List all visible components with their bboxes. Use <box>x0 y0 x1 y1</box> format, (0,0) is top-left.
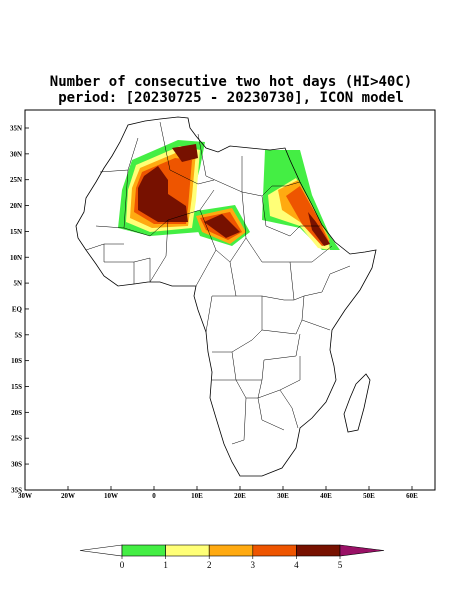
coastlines <box>75 116 377 477</box>
colorbar-label: 3 <box>251 560 256 570</box>
lat-tick-label: 25S <box>11 435 22 443</box>
lat-tick-label: 35S <box>11 486 22 494</box>
axis-ticks: 35N 30N 25N 20N 15N 10N 5N EQ 5S 10S 15S 20S 25S 30S 3… <box>10 125 418 501</box>
lat-tick-label: 5N <box>13 280 22 288</box>
lat-tick-label: 15N <box>10 228 22 236</box>
heat-area <box>204 214 240 238</box>
colorbar-label: 0 <box>120 560 125 570</box>
colorbar-under <box>79 544 123 557</box>
lat-tick-label: 20N <box>10 202 22 210</box>
colorbar-box <box>296 544 341 557</box>
colorbar-label: 2 <box>207 560 212 570</box>
colorbar-over <box>339 544 385 557</box>
lat-tick-label: 10N <box>10 254 22 262</box>
lon-tick-label: 30W <box>18 492 32 500</box>
colorbar-box <box>121 544 166 557</box>
lon-tick-label: 30E <box>277 492 289 500</box>
colorbar-label: 1 <box>163 560 168 570</box>
lon-tick-label: 20E <box>234 492 246 500</box>
africa-outline <box>75 116 377 477</box>
heat-areas <box>118 140 340 250</box>
lon-tick-label: 10E <box>191 492 203 500</box>
lat-tick-label: 20S <box>11 409 22 417</box>
colorbar-box <box>252 544 297 557</box>
lat-tick-label: 15S <box>11 383 22 391</box>
lon-tick-label: 0 <box>152 492 156 500</box>
colorbar: 0 1 2 3 4 5 <box>79 544 385 570</box>
lat-tick-label: 30S <box>11 461 22 469</box>
colorbar-label: 5 <box>338 560 343 570</box>
heat-area <box>172 144 198 162</box>
lon-tick-label: 60E <box>406 492 418 500</box>
lon-tick-label: 50E <box>363 492 375 500</box>
heat-area <box>138 166 188 222</box>
lon-tick-label: 10W <box>104 492 118 500</box>
map-frame <box>24 109 436 491</box>
lat-tick-label: EQ <box>12 305 23 313</box>
lat-tick-label: 10S <box>11 357 22 365</box>
heat-area <box>308 212 330 246</box>
lat-tick-label: 35N <box>10 125 22 133</box>
colorbar-box <box>208 544 254 557</box>
map-subtitle: period: [20230725 - 20230730], ICON mode… <box>58 90 404 106</box>
colorbar-box <box>165 544 210 557</box>
lat-tick-label: 5S <box>15 331 23 339</box>
madagascar <box>343 373 371 433</box>
borders <box>85 121 351 445</box>
lon-tick-label: 20W <box>61 492 75 500</box>
lon-tick-label: 40E <box>320 492 332 500</box>
map-title: Number of consecutive two hot days (HI>4… <box>50 74 412 90</box>
colorbar-label: 4 <box>294 560 299 570</box>
lat-tick-label: 25N <box>10 176 22 184</box>
lat-tick-label: 30N <box>10 150 22 158</box>
